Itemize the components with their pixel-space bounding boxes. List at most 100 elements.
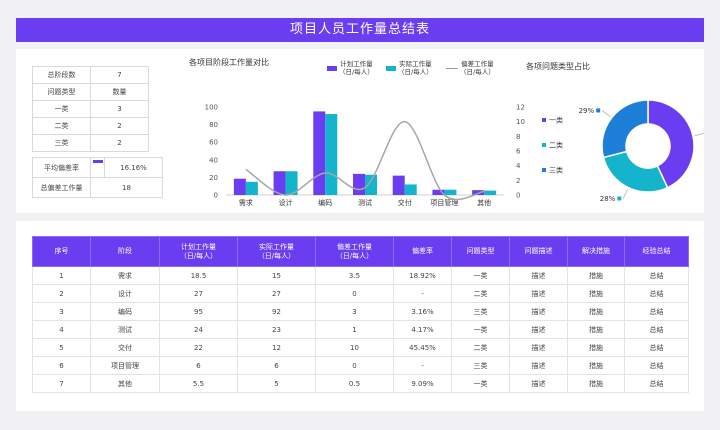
table-cell: 2 [32, 284, 91, 303]
summary-label: 总阶段数 [32, 66, 91, 84]
planned-bar [313, 111, 326, 195]
donut-slice [647, 99, 695, 189]
table-cell: 5.5 [159, 374, 238, 393]
summary-label: 一类 [32, 100, 91, 118]
table-row[interactable]: 2 设计 27 27 0- 二类 描述 措施 总结 [32, 284, 689, 303]
table-cell: 措施 [567, 266, 625, 285]
column-header[interactable]: 偏差率 [393, 236, 452, 267]
table-cell: 3 [315, 302, 394, 321]
table-cell: 措施 [567, 284, 625, 303]
avg-deviation-bar [93, 160, 103, 164]
table-cell: 18.5 [159, 266, 238, 285]
table-cell: 3 [32, 302, 91, 321]
pie-legend-marker [542, 118, 546, 122]
planned-bar [353, 173, 365, 195]
table-cell: 3.5 [315, 266, 394, 285]
pct-label-marker [617, 196, 622, 201]
legend-label-actual: 实际工作量 （日/每人） [398, 60, 433, 76]
pie-legend-label: 二类 [549, 141, 563, 150]
table-cell: 10 [315, 338, 394, 357]
summary-value: 3 [90, 100, 149, 118]
summary-row: 问题类型 数量 [32, 83, 149, 101]
column-header[interactable]: 计划工作量 （日/每人） [159, 236, 238, 267]
table-cell: - [393, 284, 452, 303]
table-cell: 一类 [451, 266, 510, 285]
avg-deviation-value: 16.16% [104, 157, 163, 178]
legend-item-deviation: 偏差工作量 （日/每人） [446, 60, 495, 76]
table-row[interactable]: 4 测试 24 23 1 4.17% 一类 描述 措施 总结 [32, 320, 689, 339]
table-cell: 24 [159, 320, 238, 339]
summary-label: 二类 [32, 117, 91, 135]
table-cell: 0.5 [315, 374, 394, 393]
table-row[interactable]: 3 编码 95 92 3 3.16% 三类 描述 措施 总结 [32, 302, 689, 321]
table-cell: 3.16% [393, 302, 452, 321]
table-cell: 描述 [509, 320, 568, 339]
total-deviation-value: 18 [90, 177, 163, 198]
pie-legend-marker [542, 168, 546, 172]
table-cell: 27 [237, 284, 316, 303]
column-header[interactable]: 解决措施 [567, 236, 625, 267]
x-tick-label: 项目管理 [430, 198, 458, 207]
deviation-line [245, 120, 485, 201]
y-tick-label: 20 [209, 174, 218, 182]
table-cell: 其他 [90, 374, 160, 393]
column-header[interactable]: 阶段 [90, 236, 160, 267]
y2-tick-label: 8 [516, 133, 520, 141]
leader-line [623, 189, 628, 199]
detail-table: 序号 阶段 计划工作量 （日/每人） 实际工作量 （日/每人） 偏差工作量 （日/每人） 偏差率… [32, 236, 689, 393]
detail-header-row: 序号 阶段 计划工作量 （日/每人） 实际工作量 （日/每人） 偏差工作量 （日/每人） 偏差率… [32, 236, 689, 267]
planned-bar [432, 189, 445, 195]
table-cell: 措施 [567, 302, 625, 321]
table-cell: 5 [237, 374, 316, 393]
y2-tick-label: 6 [516, 148, 521, 156]
column-header[interactable]: 实际工作量 （日/每人） [237, 236, 316, 267]
table-row[interactable]: 7 其他 5.5 5 0.5 9.09% 一类 描述 措施 总结 [32, 374, 689, 393]
column-header[interactable]: 经验总结 [624, 236, 689, 267]
column-header[interactable]: 问题描述 [509, 236, 568, 267]
planned-bar [233, 178, 246, 195]
table-cell: 总结 [624, 374, 689, 393]
actual-bar [404, 184, 417, 195]
summary-value: 2 [90, 134, 149, 152]
legend-item-actual: 实际工作量 （日/每人） [386, 60, 433, 76]
table-cell: 措施 [567, 338, 625, 357]
y2-tick-label: 0 [516, 192, 520, 200]
actual-bar [325, 114, 338, 195]
y2-tick-label: 4 [516, 162, 521, 170]
table-cell: 0 [315, 284, 394, 303]
table-cell: 措施 [567, 374, 625, 393]
table-cell: 5 [32, 338, 91, 357]
summary-value: 7 [90, 66, 149, 84]
legend-line-deviation [446, 67, 458, 69]
table-row[interactable]: 6 项目管理 6 6 0- 三类 描述 措施 总结 [32, 356, 689, 375]
leader-line [694, 133, 704, 136]
pie-legend-label: 一类 [549, 116, 563, 125]
table-cell: 测试 [90, 320, 160, 339]
y2-tick-label: 10 [516, 118, 525, 126]
table-cell: - [393, 356, 452, 375]
table-cell: 27 [159, 284, 238, 303]
donut-slice [601, 99, 649, 159]
x-tick-label: 其他 [477, 198, 491, 207]
table-cell: 描述 [509, 302, 568, 321]
table-row[interactable]: 5 交付 22 12 10 45.45% 二类 描述 措施 总结 [32, 338, 689, 357]
table-cell: 6 [32, 356, 91, 375]
table-row[interactable]: 1 需求 18.5 15 3.5 18.92% 一类 描述 措施 总结 [32, 266, 689, 285]
bar-chart: 0 20 40 60 80 100 0 2 4 6 8 10 12 需求 设计 编码 测试 交付 项目管理 其他 [205, 104, 525, 208]
summary-value: 2 [90, 117, 149, 135]
column-header[interactable]: 问题类型 [451, 236, 510, 267]
summary-panel: 总阶段数 7 问题类型 数量 一类 3 二类 2 三类 2 平均偏差率 16.16% 总偏差工作量… [16, 49, 704, 213]
table-cell: 9.09% [393, 374, 452, 393]
table-cell: 18.92% [393, 266, 452, 285]
x-tick-label: 设计 [279, 198, 293, 207]
y2-tick-label: 2 [516, 177, 520, 185]
pie-chart-title: 各项问题类型占比 [526, 62, 590, 71]
column-header[interactable]: 偏差工作量 （日/每人） [315, 236, 394, 267]
y2-tick-label: 12 [516, 104, 525, 112]
column-header[interactable]: 序号 [32, 236, 91, 267]
pie-legend-marker [542, 143, 546, 147]
table-cell: 描述 [509, 284, 568, 303]
table-cell: 95 [159, 302, 238, 321]
table-cell: 一类 [451, 374, 510, 393]
summary-label: 问题类型 [32, 83, 91, 101]
